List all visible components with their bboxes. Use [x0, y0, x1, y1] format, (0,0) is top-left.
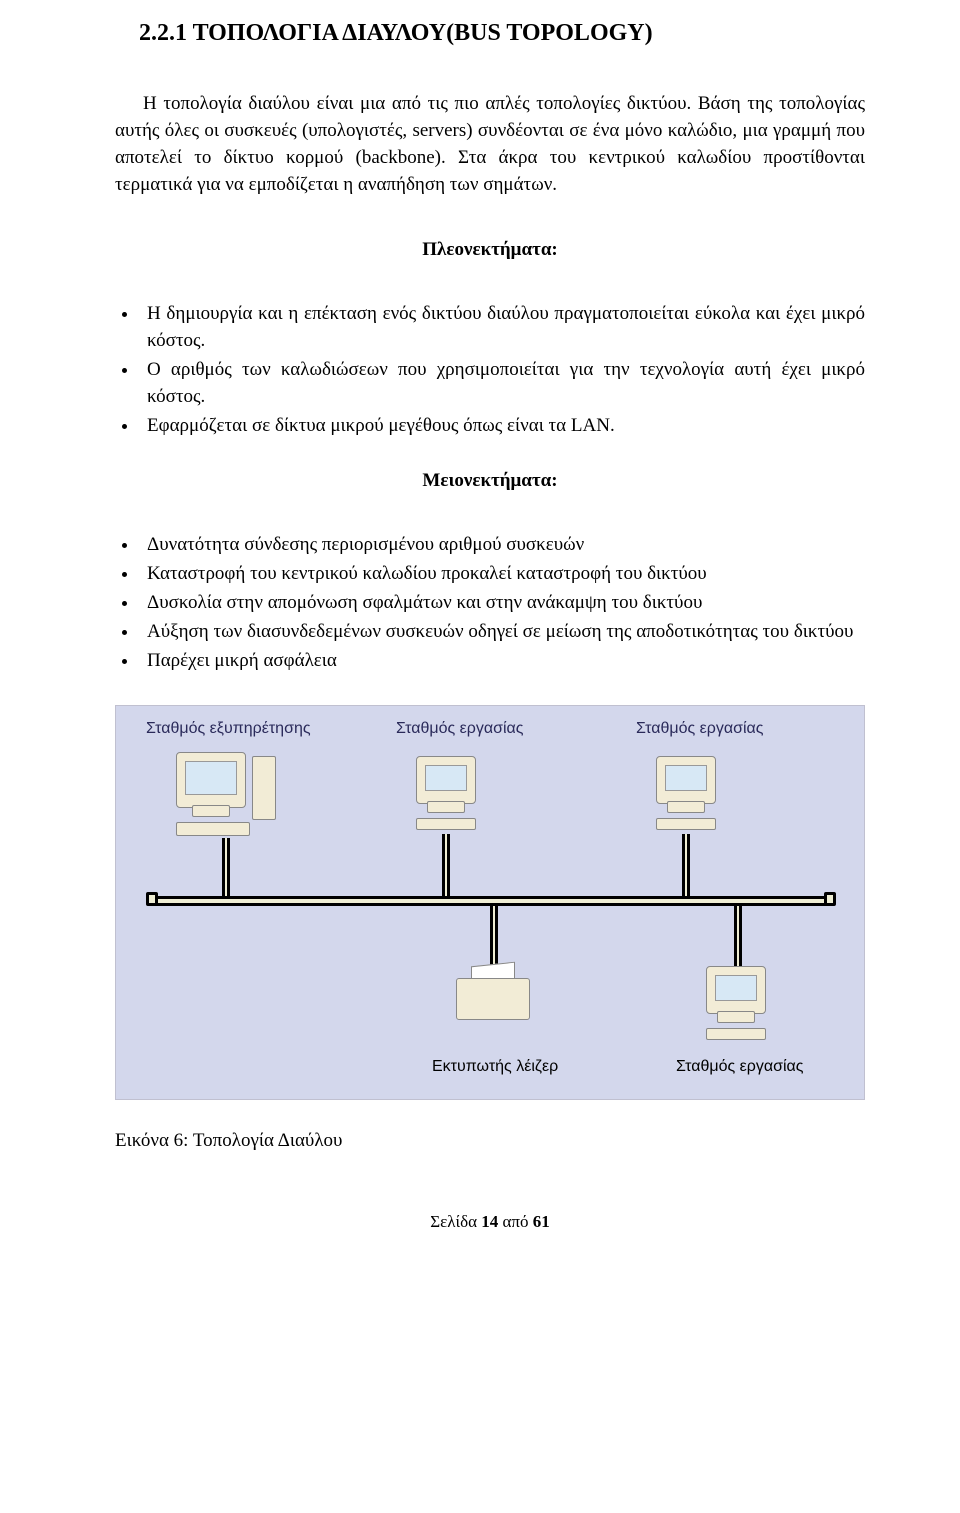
terminator-icon — [146, 892, 158, 906]
server-icon — [176, 752, 250, 836]
list-item: Εφαρμόζεται σε δίκτυα μικρού μεγέθους όπ… — [139, 413, 865, 440]
cable-segment — [442, 834, 450, 896]
list-item: Η δημιουργία και η επέκταση ενός δικτύου… — [139, 301, 865, 355]
bus-backbone — [156, 896, 826, 906]
section-heading: 2.2.1 ΤΟΠΟΛΟΓΙΑ ΔΙΑΥΛΟΥ(BUS TOPOLOGY) — [139, 20, 865, 47]
list-item: Καταστροφή του κεντρικού καλωδίου προκαλ… — [139, 561, 865, 588]
workstation-icon — [656, 756, 716, 830]
intro-paragraph: Η τοπολογία διαύλου είναι μια από τις πι… — [115, 91, 865, 199]
page-footer: Σελίδα 14 από 61 — [115, 1212, 865, 1232]
disadvantages-title: Μειονεκτήματα: — [115, 470, 865, 492]
workstation-icon — [416, 756, 476, 830]
list-item: Αύξηση των διασυνδεδεμένων συσκευών οδηγ… — [139, 619, 865, 646]
label-workstation-2: Σταθμός εργασίας — [636, 720, 764, 738]
printer-icon — [456, 964, 530, 1020]
cable-segment — [490, 906, 498, 968]
terminator-icon — [824, 892, 836, 906]
cable-segment — [222, 838, 230, 896]
label-workstation-3: Σταθμός εργασίας — [676, 1058, 804, 1076]
list-item: Ο αριθμός των καλωδιώσεων που χρησιμοποι… — [139, 357, 865, 411]
diagram-container: Σταθμός εξυπηρέτησης Σταθμός εργασίας Στ… — [115, 705, 865, 1100]
label-server: Σταθμός εξυπηρέτησης — [146, 720, 311, 738]
label-printer: Εκτυπωτής λέιζερ — [432, 1058, 558, 1076]
disadvantages-list: Δυνατότητα σύνδεσης περιορισμένου αριθμο… — [115, 532, 865, 675]
list-item: Δυσκολία στην απομόνωση σφαλμάτων και στ… — [139, 590, 865, 617]
footer-page-number: 14 — [481, 1212, 498, 1231]
footer-mid: από — [498, 1212, 533, 1231]
footer-total-pages: 61 — [533, 1212, 550, 1231]
figure-caption: Εικόνα 6: Τοπολογία Διαύλου — [115, 1130, 865, 1152]
label-workstation-1: Σταθμός εργασίας — [396, 720, 524, 738]
list-item: Δυνατότητα σύνδεσης περιορισμένου αριθμο… — [139, 532, 865, 559]
cable-segment — [734, 906, 742, 968]
advantages-title: Πλεονεκτήματα: — [115, 239, 865, 261]
bus-topology-diagram: Σταθμός εξυπηρέτησης Σταθμός εργασίας Στ… — [115, 705, 865, 1100]
advantages-list: Η δημιουργία και η επέκταση ενός δικτύου… — [115, 301, 865, 440]
footer-prefix: Σελίδα — [430, 1212, 481, 1231]
workstation-icon — [706, 966, 766, 1040]
cable-segment — [682, 834, 690, 896]
list-item: Παρέχει μικρή ασφάλεια — [139, 648, 865, 675]
